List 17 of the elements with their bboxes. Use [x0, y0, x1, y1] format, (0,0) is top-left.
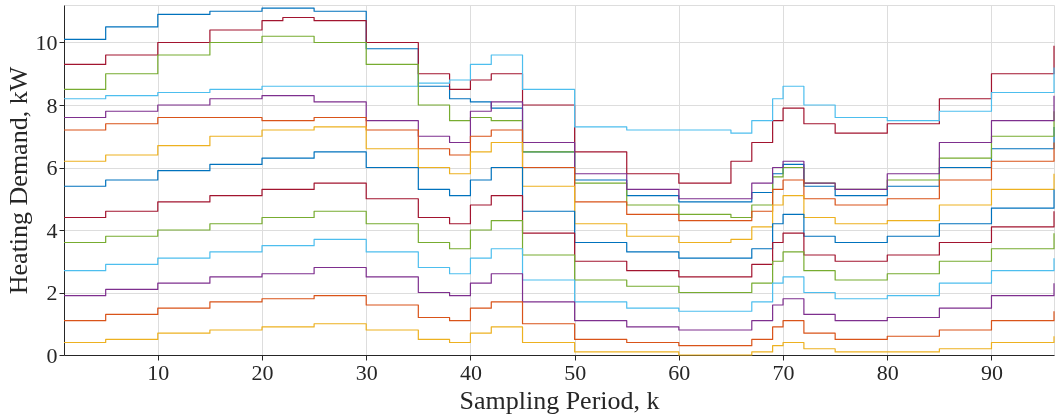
- y-tick-label: 6: [46, 155, 58, 180]
- x-tick-label: 70: [772, 359, 795, 385]
- x-tick-label: 60: [668, 359, 691, 385]
- y-tick-label: 8: [46, 92, 58, 118]
- x-tick-label: 20: [251, 359, 274, 385]
- x-tick-label: 90: [980, 359, 1003, 385]
- x-tick-label: 80: [876, 359, 899, 385]
- y-tick-label: 4: [46, 217, 58, 243]
- x-tick-label: 50: [564, 359, 587, 385]
- y-tick-label: 2: [46, 280, 58, 305]
- y-tick-label: 10: [35, 30, 58, 55]
- x-tick-label: 30: [355, 359, 378, 385]
- x-axis-title: Sampling Period, k: [459, 385, 660, 415]
- y-axis-title: Heating Demand, kW: [3, 66, 33, 295]
- y-tick-label: 0: [46, 342, 58, 368]
- x-tick-label: 40: [459, 359, 482, 385]
- x-tick-label: 10: [147, 359, 170, 385]
